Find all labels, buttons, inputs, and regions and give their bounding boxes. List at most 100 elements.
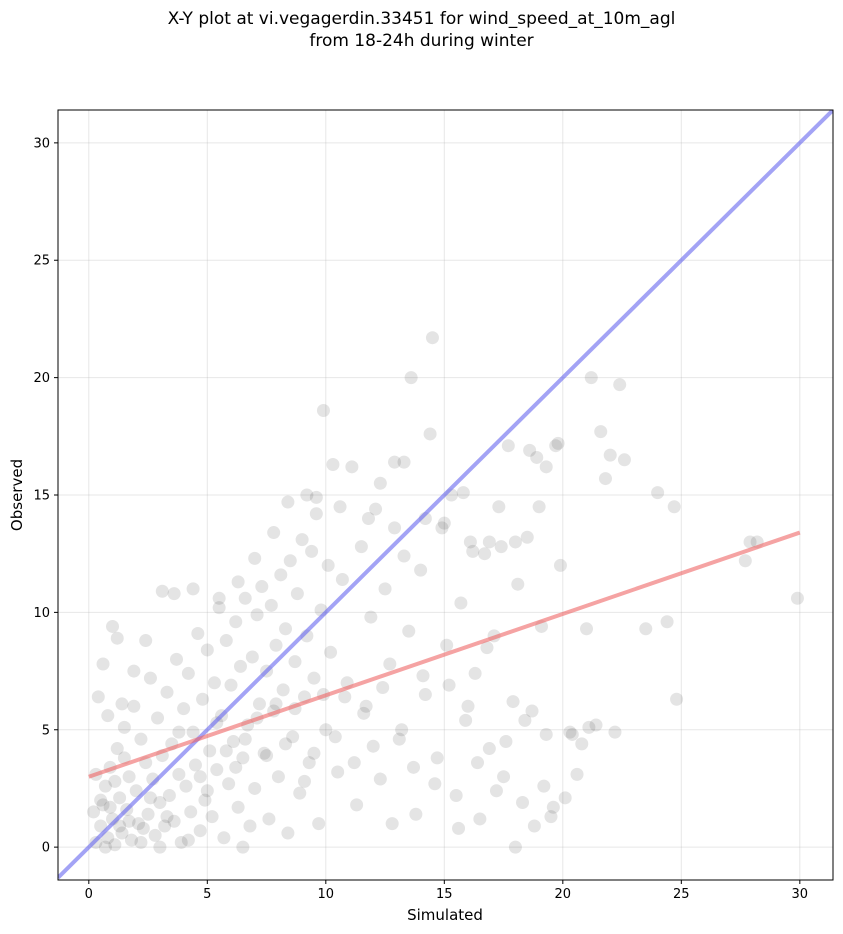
- data-point: [255, 580, 269, 594]
- data-point: [430, 751, 444, 765]
- data-point: [219, 744, 233, 758]
- data-point: [155, 584, 169, 598]
- data-point: [575, 737, 589, 751]
- data-point: [257, 746, 271, 760]
- x-tick-label: 10: [318, 887, 335, 902]
- data-point: [613, 378, 627, 392]
- data-point: [660, 615, 674, 629]
- x-tick-label: 5: [203, 887, 211, 902]
- data-point: [252, 697, 266, 711]
- data-point: [454, 596, 468, 610]
- data-point: [492, 500, 506, 514]
- y-tick-label: 5: [42, 723, 50, 738]
- data-point: [110, 631, 124, 645]
- data-point: [129, 784, 143, 798]
- data-point: [459, 713, 473, 727]
- data-point: [667, 500, 681, 514]
- data-point: [461, 699, 475, 713]
- data-point: [98, 840, 112, 854]
- data-point: [264, 598, 278, 612]
- data-point: [553, 558, 567, 572]
- data-point: [563, 725, 577, 739]
- data-point: [589, 718, 603, 732]
- data-point: [279, 737, 293, 751]
- data-point: [383, 657, 397, 671]
- data-point: [425, 331, 439, 345]
- data-point: [245, 650, 259, 664]
- data-point: [525, 704, 539, 718]
- x-tick-label: 25: [673, 887, 690, 902]
- data-point: [527, 819, 541, 833]
- data-point: [181, 833, 195, 847]
- data-point: [188, 758, 202, 772]
- x-tick-label: 20: [555, 887, 572, 902]
- data-point: [558, 791, 572, 805]
- data-point: [651, 486, 665, 500]
- data-point: [670, 692, 684, 706]
- data-point: [326, 457, 340, 471]
- data-point: [407, 760, 421, 774]
- data-point: [160, 685, 174, 699]
- data-point: [423, 427, 437, 441]
- data-point: [274, 568, 288, 582]
- data-point: [160, 810, 174, 824]
- data-point: [124, 833, 138, 847]
- data-point: [139, 634, 153, 648]
- data-point: [167, 587, 181, 601]
- data-point: [229, 615, 243, 629]
- data-point: [321, 558, 335, 572]
- data-point: [132, 817, 146, 831]
- data-point: [570, 767, 584, 781]
- data-point: [442, 678, 456, 692]
- data-point: [136, 821, 150, 835]
- data-point: [307, 671, 321, 685]
- data-point: [106, 619, 120, 633]
- data-point: [276, 683, 290, 697]
- data-point: [608, 725, 622, 739]
- data-point: [122, 814, 136, 828]
- data-point: [300, 488, 314, 502]
- identity-line: [58, 110, 833, 880]
- data-point: [354, 540, 368, 554]
- y-tick-label: 0: [42, 841, 50, 856]
- data-point: [350, 798, 364, 812]
- data-point: [283, 554, 297, 568]
- data-point: [364, 610, 378, 624]
- data-point: [549, 439, 563, 453]
- y-tick-label: 10: [33, 606, 50, 621]
- data-point: [404, 371, 418, 385]
- data-point: [473, 812, 487, 826]
- data-point: [338, 690, 352, 704]
- data-point: [153, 796, 167, 810]
- data-points: [87, 331, 804, 854]
- data-point: [262, 812, 276, 826]
- data-point: [269, 697, 283, 711]
- data-point: [207, 676, 221, 690]
- data-point: [108, 774, 122, 788]
- data-point: [537, 779, 551, 793]
- data-point: [409, 807, 423, 821]
- data-point: [224, 678, 238, 692]
- data-point: [181, 666, 195, 680]
- data-point: [388, 521, 402, 535]
- data-point: [508, 840, 522, 854]
- data-point: [397, 549, 411, 563]
- data-point: [122, 770, 136, 784]
- data-point: [94, 819, 108, 833]
- y-tick-label: 30: [33, 136, 50, 151]
- data-point: [598, 472, 612, 486]
- data-point: [738, 554, 752, 568]
- data-point: [196, 692, 210, 706]
- data-point: [96, 798, 110, 812]
- data-point: [582, 720, 596, 734]
- x-tick-label: 15: [436, 887, 453, 902]
- data-point: [260, 749, 274, 763]
- data-point: [297, 774, 311, 788]
- data-point: [414, 563, 428, 577]
- data-point: [115, 826, 129, 840]
- data-point: [402, 624, 416, 638]
- data-point: [233, 659, 247, 673]
- data-point: [141, 807, 155, 821]
- data-point: [551, 436, 565, 450]
